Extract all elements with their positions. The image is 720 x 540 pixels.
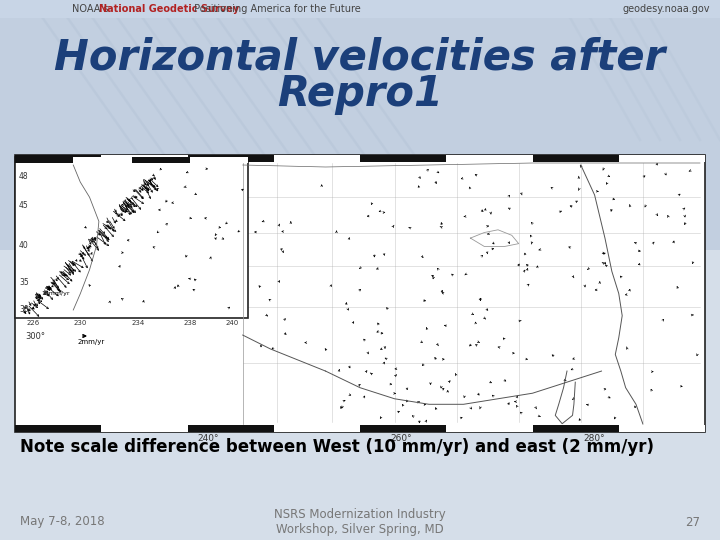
Bar [618,425,705,432]
Bar [0,0,720,250]
Text: NOAA’s: NOAA’s [72,4,112,14]
Bar [0,250,720,540]
Bar [73,157,132,163]
Text: 240: 240 [225,320,238,326]
Text: May 7-8, 2018: May 7-8, 2018 [20,516,104,529]
Bar [15,157,73,163]
Bar [0,0,720,18]
Bar [533,155,618,162]
Text: 48: 48 [19,172,29,181]
Text: Horizontal velocities after: Horizontal velocities after [55,37,665,79]
Text: 238: 238 [183,320,197,326]
Bar [102,425,187,432]
Bar [15,155,705,432]
Text: 45: 45 [19,201,29,210]
Bar [102,155,187,162]
Text: 30: 30 [19,306,29,314]
Text: 280°: 280° [584,434,606,443]
Bar [15,157,248,318]
Bar [190,157,248,163]
Text: 40: 40 [19,241,29,250]
Text: 240°: 240° [197,434,219,443]
Text: 10mm/yr: 10mm/yr [41,291,70,296]
Text: 234: 234 [132,320,145,326]
Text: National Geodetic Survey: National Geodetic Survey [99,4,239,14]
Text: 35: 35 [19,278,29,287]
Bar [360,155,446,162]
Bar [446,425,533,432]
Text: NSRS Modernization Industry
Workshop, Silver Spring, MD: NSRS Modernization Industry Workshop, Si… [274,508,446,536]
Bar [132,157,190,163]
Text: 260°: 260° [390,434,413,443]
Bar [187,425,274,432]
Bar [15,155,102,162]
Text: 300°: 300° [25,332,45,341]
Bar [274,425,360,432]
Text: 2mm/yr: 2mm/yr [78,339,105,345]
Text: Repro1: Repro1 [277,73,443,115]
Bar [360,425,446,432]
Text: geodesy.noaa.gov: geodesy.noaa.gov [623,4,710,14]
Bar [618,155,705,162]
Bar [15,425,102,432]
Bar [274,155,360,162]
Bar [533,425,618,432]
Text: 230: 230 [73,320,87,326]
Text: 27: 27 [685,516,700,529]
Text: Positioning America for the Future: Positioning America for the Future [191,4,361,14]
Text: Note scale difference between West (10 mm/yr) and east (2 mm/yr): Note scale difference between West (10 m… [20,438,654,456]
Text: 226: 226 [27,320,40,326]
Bar [187,155,274,162]
Bar [446,155,533,162]
